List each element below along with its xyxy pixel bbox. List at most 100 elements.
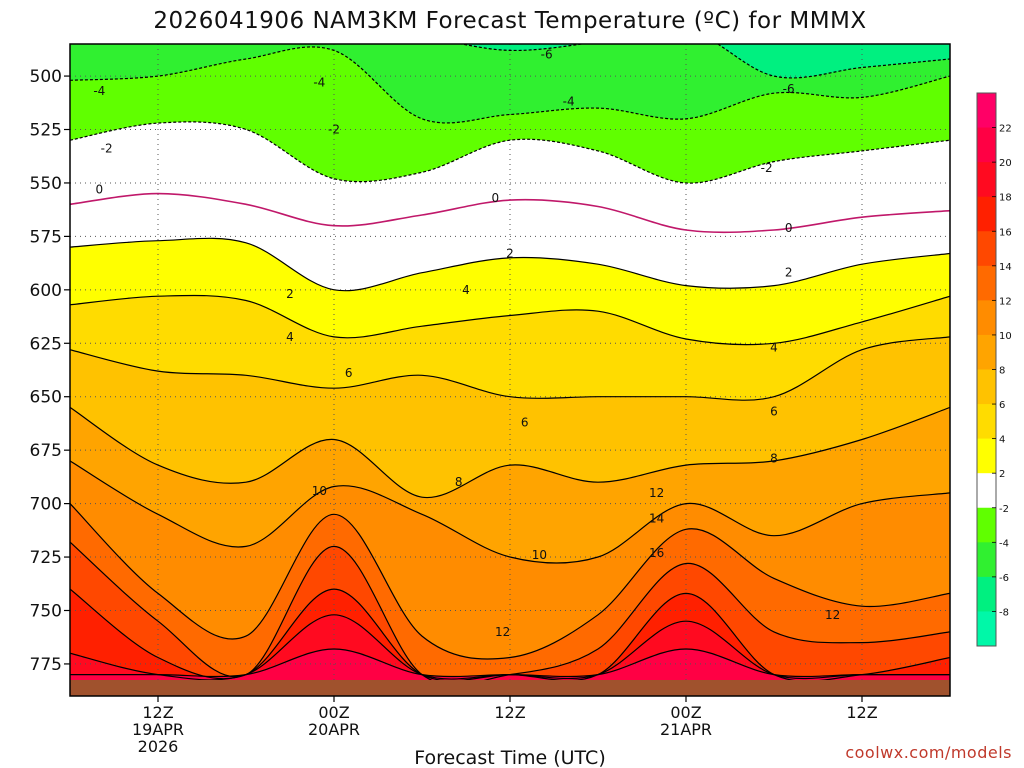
colorbar-tick-label: 12: [999, 296, 1012, 307]
plot-area: -6 -4 -4 -4 -6 -2 -2 -2 0 0 0 2 2 2 4 4 4 6 6 6 8 8 10 10 12 12 12…: [70, 44, 950, 696]
isotherm-20: [70, 648, 950, 678]
y-tick-label: 500: [30, 67, 62, 87]
contour-label: 2: [286, 287, 294, 301]
contour-label: 2: [506, 246, 514, 260]
colorbar-tick-label: 2: [999, 469, 1005, 480]
contour-label: 6: [770, 405, 778, 419]
colorbar-segment--2: [977, 473, 996, 509]
colorbar-tick-label: 20: [999, 158, 1012, 169]
contour-label: -4: [563, 95, 575, 109]
colorbar-segment--6: [977, 542, 996, 578]
contour-label: 6: [521, 415, 529, 429]
isotherm--4: [70, 46, 950, 124]
x-tick-label: 20APR: [308, 720, 360, 739]
colorbar-tick-label: 18: [999, 193, 1012, 204]
colorbar-tick-label: 14: [999, 262, 1012, 273]
y-tick-label: 575: [30, 227, 62, 247]
colorbar-segment--4: [977, 507, 996, 543]
colorbar-tick-label: 22: [999, 124, 1012, 135]
isotherm-2: [70, 237, 950, 292]
colorbar-segment-2: [977, 438, 996, 474]
colorbar-tick-label: 8: [999, 366, 1005, 377]
colorbar: 22 20 18 16 14 12 10 8 6 4 2 -2 -4 -6 -8: [976, 92, 1012, 647]
colorbar-segment-12: [977, 265, 996, 301]
y-tick-label: 650: [30, 388, 62, 408]
x-tick-label: 12Z: [846, 703, 877, 722]
contour-label: 4: [770, 341, 778, 355]
contour-label: 0: [96, 182, 104, 196]
contour-label: 10: [312, 484, 327, 498]
x-tick-label: 00Z: [318, 703, 349, 722]
y-tick-label: 700: [30, 495, 62, 515]
contour-label: 0: [785, 221, 793, 235]
y-tick-label: 550: [30, 174, 62, 194]
isotherm--2: [70, 121, 950, 184]
isotherm-6: [70, 336, 950, 401]
contour-label: 8: [455, 475, 463, 489]
contour-label: -4: [313, 75, 325, 89]
isotherm-10: [70, 460, 950, 564]
isotherm--6: [458, 44, 950, 79]
credit-watermark: coolwx.com/models: [845, 743, 1012, 762]
colorbar-tick-label: 10: [999, 331, 1012, 342]
contour-label: 8: [770, 452, 778, 466]
contour-label: -6: [783, 82, 795, 96]
contour-label: 4: [462, 283, 470, 297]
colorbar-segment--10: [977, 611, 996, 647]
y-axis: 500 525 550 575 600 625 650 675 700 725 750 775: [30, 67, 70, 675]
colorbar-segment-20: [977, 127, 996, 163]
contour-label: 14: [649, 512, 664, 526]
colorbar-tick-label: -2: [999, 504, 1009, 515]
y-tick-label: 675: [30, 441, 62, 461]
contour-label: 16: [649, 546, 664, 560]
colorbar-segment-14: [977, 231, 996, 267]
colorbar-tick-label: 4: [999, 435, 1005, 446]
x-tick-label: 12Z: [494, 703, 525, 722]
x-tick-label: 12Z: [142, 703, 173, 722]
contour-label: 12: [495, 625, 510, 639]
colorbar-segment-18: [977, 162, 996, 198]
contour-label: 4: [286, 330, 294, 344]
colorbar-tick-label: 16: [999, 227, 1012, 238]
colorbar-segment-16: [977, 196, 996, 232]
y-tick-label: 525: [30, 121, 62, 141]
x-tick-label: 00Z: [670, 703, 701, 722]
colorbar-segment-4: [977, 404, 996, 440]
x-axis-label: Forecast Time (UTC): [414, 747, 605, 768]
x-tick-label: 21APR: [660, 720, 712, 739]
isotherm-0: [70, 192, 950, 234]
y-tick-label: 625: [30, 334, 62, 354]
contour-label: -6: [541, 48, 553, 62]
y-tick-label: 775: [30, 655, 62, 675]
colorbar-segment-6: [977, 369, 996, 405]
isotherm-4: [70, 294, 950, 346]
y-tick-label: 725: [30, 548, 62, 568]
colorbar-segment-22: [977, 93, 996, 129]
contour-label: -2: [101, 142, 113, 156]
colorbar-segment--8: [977, 576, 996, 612]
chart-title: 2026041906 NAM3KM Forecast Temperature (…: [153, 8, 866, 34]
x-tick-label: 19APR: [132, 720, 184, 739]
contour-label: 2: [785, 266, 793, 280]
isotherm-14: [70, 541, 950, 686]
y-tick-label: 600: [30, 281, 62, 301]
colorbar-tick-label: 6: [999, 400, 1005, 411]
x-tick-label: 2026: [138, 737, 179, 756]
contour-label: 12: [825, 608, 840, 622]
y-tick-label: 750: [30, 601, 62, 621]
contour-label: 6: [345, 366, 353, 380]
contour-label: -2: [328, 123, 340, 137]
contour-labels: -6 -4 -4 -4 -6 -2 -2 -2 0 0 0 2 2 2 4 4 4 6 6 6 8 8 10 10 12 12 12…: [93, 48, 840, 639]
ground-surface: [70, 680, 950, 696]
contour-label: 10: [532, 548, 547, 562]
isotherm-lines: [70, 44, 950, 686]
colorbar-tick-label: -4: [999, 538, 1009, 549]
colorbar-tick-label: -6: [999, 573, 1009, 584]
isotherm-8: [70, 406, 950, 499]
contour-label: 12: [649, 486, 664, 500]
isotherm-12: [70, 503, 950, 660]
contour-label: -4: [93, 84, 105, 98]
contour-label: 0: [492, 191, 500, 205]
